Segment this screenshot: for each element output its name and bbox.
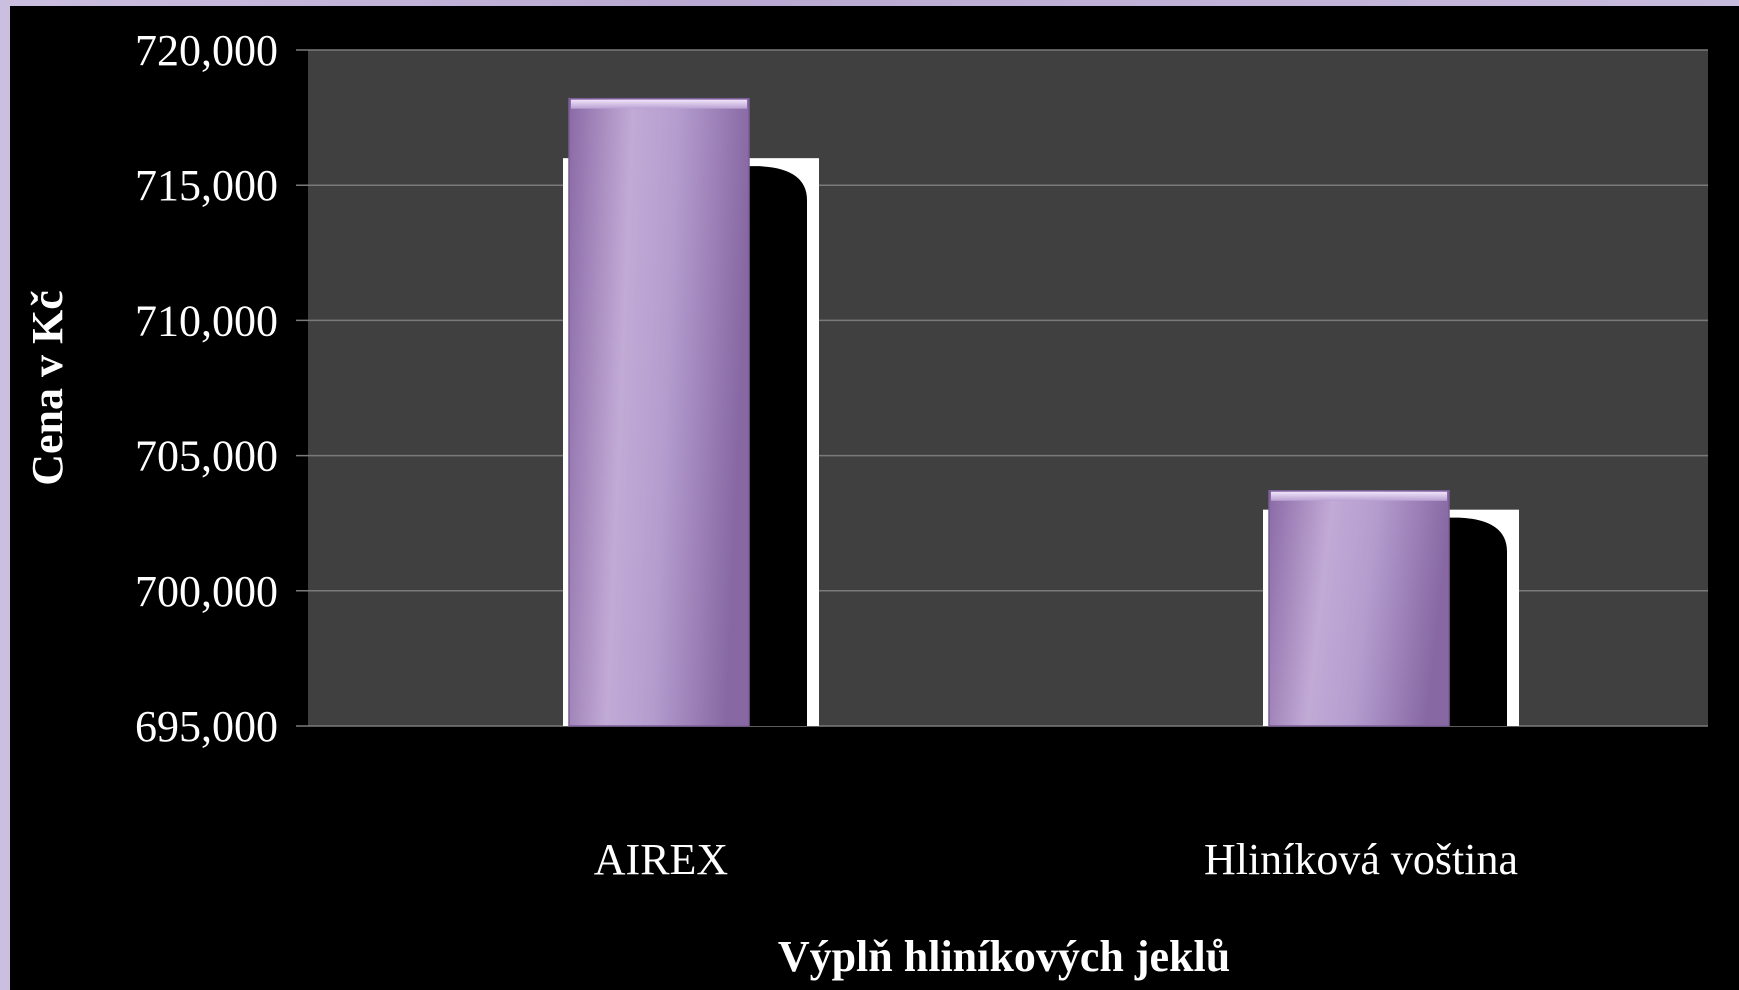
x-axis-ticks: AIREX Hliníková voština bbox=[594, 835, 1518, 884]
chart-frame: 695,000 700,000 705,000 710,000 715,000 720,0… bbox=[10, 6, 1739, 990]
y-tick-label: 715,000 bbox=[135, 161, 278, 210]
y-tick-label: 705,000 bbox=[135, 432, 278, 481]
bar-main bbox=[1268, 490, 1450, 727]
x-axis-title: Výplň hliníkových jeklů bbox=[778, 932, 1230, 981]
bar-series-1-1 bbox=[1268, 490, 1450, 727]
bar-chart: 695,000 700,000 705,000 710,000 715,000 720,0… bbox=[23, 26, 1708, 981]
bar-main bbox=[568, 97, 750, 727]
gridlines bbox=[296, 49, 1708, 727]
y-tick-label: 720,000 bbox=[135, 26, 278, 75]
y-tick-label: 710,000 bbox=[135, 296, 278, 345]
y-tick-label: 700,000 bbox=[135, 567, 278, 616]
bars bbox=[563, 97, 1519, 727]
y-axis-ticks: 695,000 700,000 705,000 710,000 715,000 720,0… bbox=[135, 26, 278, 751]
bar-cap bbox=[1271, 491, 1447, 501]
bar-series-1-0 bbox=[568, 97, 750, 727]
x-tick-label: Hliníková voština bbox=[1204, 835, 1518, 884]
y-axis-title: Cena v Kč bbox=[23, 290, 72, 486]
y-tick-label: 695,000 bbox=[135, 702, 278, 751]
x-tick-label: AIREX bbox=[594, 835, 728, 884]
bar-cap bbox=[571, 99, 747, 109]
